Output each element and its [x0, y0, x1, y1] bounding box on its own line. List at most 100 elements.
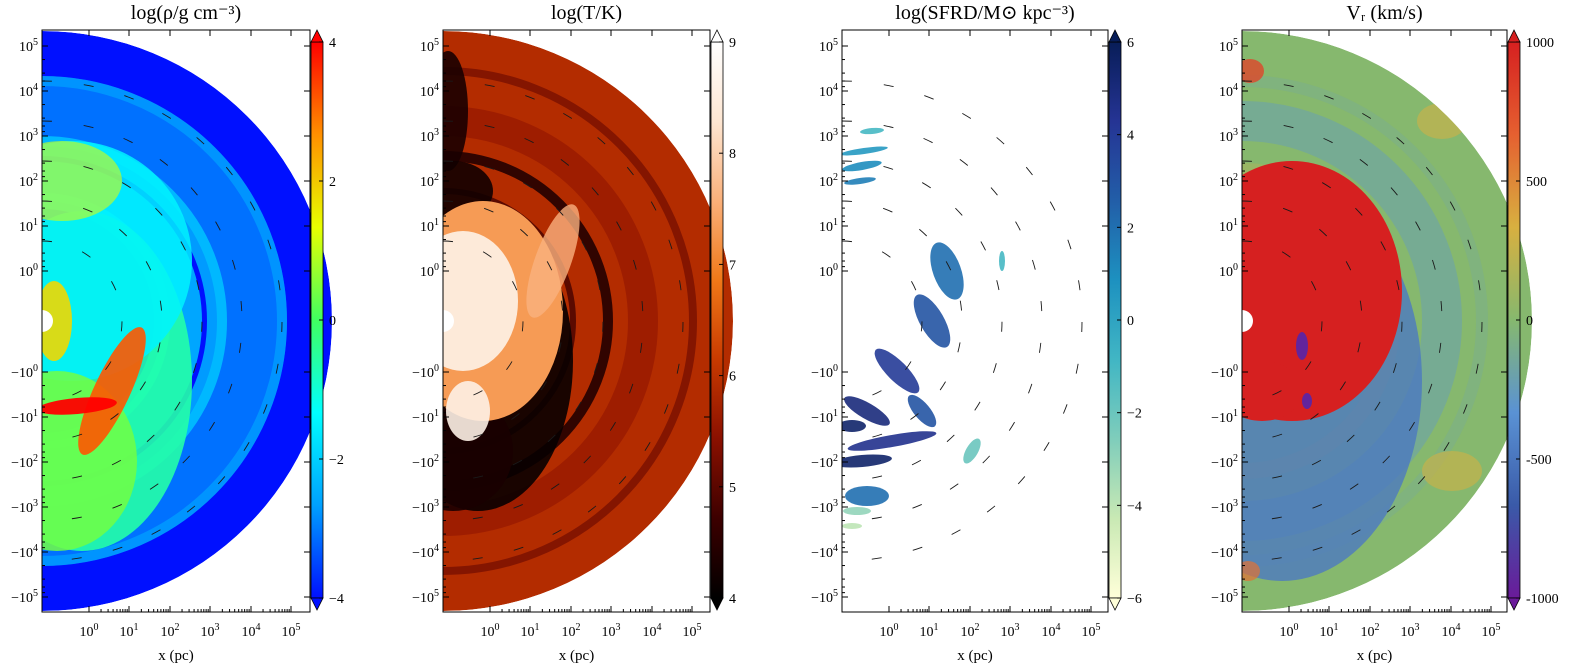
colorbar-tick-label: 8 — [729, 147, 736, 162]
y-tick-label: 100 — [819, 262, 838, 280]
colorbar-tick-label: 2 — [329, 175, 336, 190]
reference-arc — [443, 80, 684, 562]
reference-arc — [842, 80, 1083, 562]
field-blob — [844, 177, 876, 185]
field-map — [443, 31, 733, 611]
field-ring — [443, 67, 697, 575]
y-tick-label: 104 — [819, 82, 838, 100]
y-tick-label: −100 — [1211, 363, 1238, 381]
colorbar-tick-label: 0 — [329, 314, 336, 329]
y-tick-label: −101 — [412, 408, 439, 426]
field-blob — [1242, 161, 1402, 421]
field-blob — [842, 523, 862, 529]
y-tick-label: −104 — [1211, 543, 1238, 561]
colorbar-tick-label: −4 — [329, 592, 344, 607]
field-ring — [443, 188, 576, 454]
y-tick-label: −104 — [412, 543, 439, 561]
y-tick-label: −105 — [811, 588, 838, 606]
field-blob — [1296, 332, 1308, 360]
field-blob — [913, 294, 951, 348]
field-blob — [42, 281, 72, 361]
panel-title: log(T/K) — [551, 2, 622, 24]
x-axis-label: x (pc) — [957, 648, 992, 664]
y-tick-label: −105 — [1211, 588, 1238, 606]
y-tick-label: 103 — [19, 127, 38, 145]
y-tick-label: −102 — [11, 453, 38, 471]
y-tick-label: −101 — [1211, 408, 1238, 426]
field-blob — [860, 127, 884, 135]
x-tick-label: 100 — [1280, 622, 1299, 640]
y-tick-label: 102 — [19, 172, 38, 190]
y-tick-label: 102 — [1219, 172, 1238, 190]
x-tick-label: 104 — [1042, 622, 1061, 640]
x-tick-label: 105 — [1082, 622, 1101, 640]
field-blob — [843, 507, 871, 515]
colorbar-tick-label: 6 — [1127, 36, 1134, 51]
y-tick-label: 100 — [19, 262, 38, 280]
colorbar-extend-min — [710, 597, 724, 611]
field-map — [42, 31, 332, 611]
field-blob — [930, 242, 964, 300]
colorbar-tick-label: 0 — [1526, 314, 1533, 329]
y-tick-label: 102 — [819, 172, 838, 190]
y-tick-label: −104 — [811, 543, 838, 561]
y-tick-label: −100 — [11, 363, 38, 381]
colorbar: 9 8 7 6 5 4 — [710, 29, 736, 611]
field-ring — [1242, 75, 1488, 567]
axes-frame — [442, 29, 711, 613]
y-tick-label: −103 — [811, 498, 838, 516]
y-tick-label: 101 — [19, 217, 38, 235]
field-blob — [446, 381, 490, 441]
field-blob — [1422, 451, 1482, 491]
colorbar: 6 4 2 0 −2 −4 −6 — [1108, 29, 1142, 611]
field-ring — [42, 136, 227, 506]
y-tick-label: −101 — [811, 408, 838, 426]
y-tick-label: 101 — [1219, 217, 1238, 235]
x-tick-label: 105 — [282, 622, 301, 640]
y-tick-label: 101 — [420, 217, 439, 235]
field-blob — [1242, 59, 1264, 83]
field-blob — [526, 204, 580, 318]
y-tick-label: 102 — [420, 172, 439, 190]
y-tick-label: 105 — [819, 37, 838, 55]
reference-arc — [42, 160, 203, 482]
x-tick-label: 103 — [1001, 622, 1020, 640]
x-axis-label: x (pc) — [559, 648, 594, 664]
x-tick-label: 100 — [481, 622, 500, 640]
colorbar: 1000 500 0 -500 -1000 — [1507, 29, 1559, 611]
colorbar-gradient — [710, 41, 724, 599]
x-tick-label: 101 — [120, 622, 139, 640]
colorbar-tick-label: 500 — [1526, 175, 1547, 190]
colorbar: 4 2 0 −2 −4 — [310, 29, 344, 611]
field-map — [1242, 31, 1532, 611]
field-blob — [842, 454, 892, 468]
colorbar-extend-max — [1108, 29, 1122, 43]
y-tick-label: −102 — [811, 453, 838, 471]
y-tick-label: 104 — [19, 82, 38, 100]
field-blob — [1302, 393, 1312, 409]
field-blob — [907, 394, 937, 428]
y-tick-label: 105 — [19, 37, 38, 55]
x-tick-label: 100 — [880, 622, 899, 640]
field-blob — [874, 348, 920, 394]
field-ring — [1242, 101, 1462, 541]
reference-arc — [42, 240, 123, 402]
axes-frame — [841, 29, 1109, 613]
y-tick-label: 100 — [1219, 262, 1238, 280]
x-tick-label: 102 — [1361, 622, 1380, 640]
y-tick-label: −102 — [1211, 453, 1238, 471]
reference-arc — [1242, 240, 1323, 402]
colorbar-tick-label: 2 — [1127, 221, 1134, 236]
y-tick-label: −100 — [811, 363, 838, 381]
field-blob — [1242, 361, 1302, 421]
chart-panel-2: 105 104 103 102 101 100 −100 −101 −102 −103 −104 −1… — [412, 2, 736, 664]
colorbar-tick-label: 7 — [729, 258, 736, 273]
reference-arc — [1242, 80, 1483, 562]
y-tick-label: 105 — [1219, 37, 1238, 55]
field-blob — [844, 396, 890, 426]
colorbar-tick-label: 4 — [729, 592, 736, 607]
y-tick-label: 103 — [819, 127, 838, 145]
x-tick-label: 102 — [161, 622, 180, 640]
x-tick-label: 101 — [521, 622, 540, 640]
